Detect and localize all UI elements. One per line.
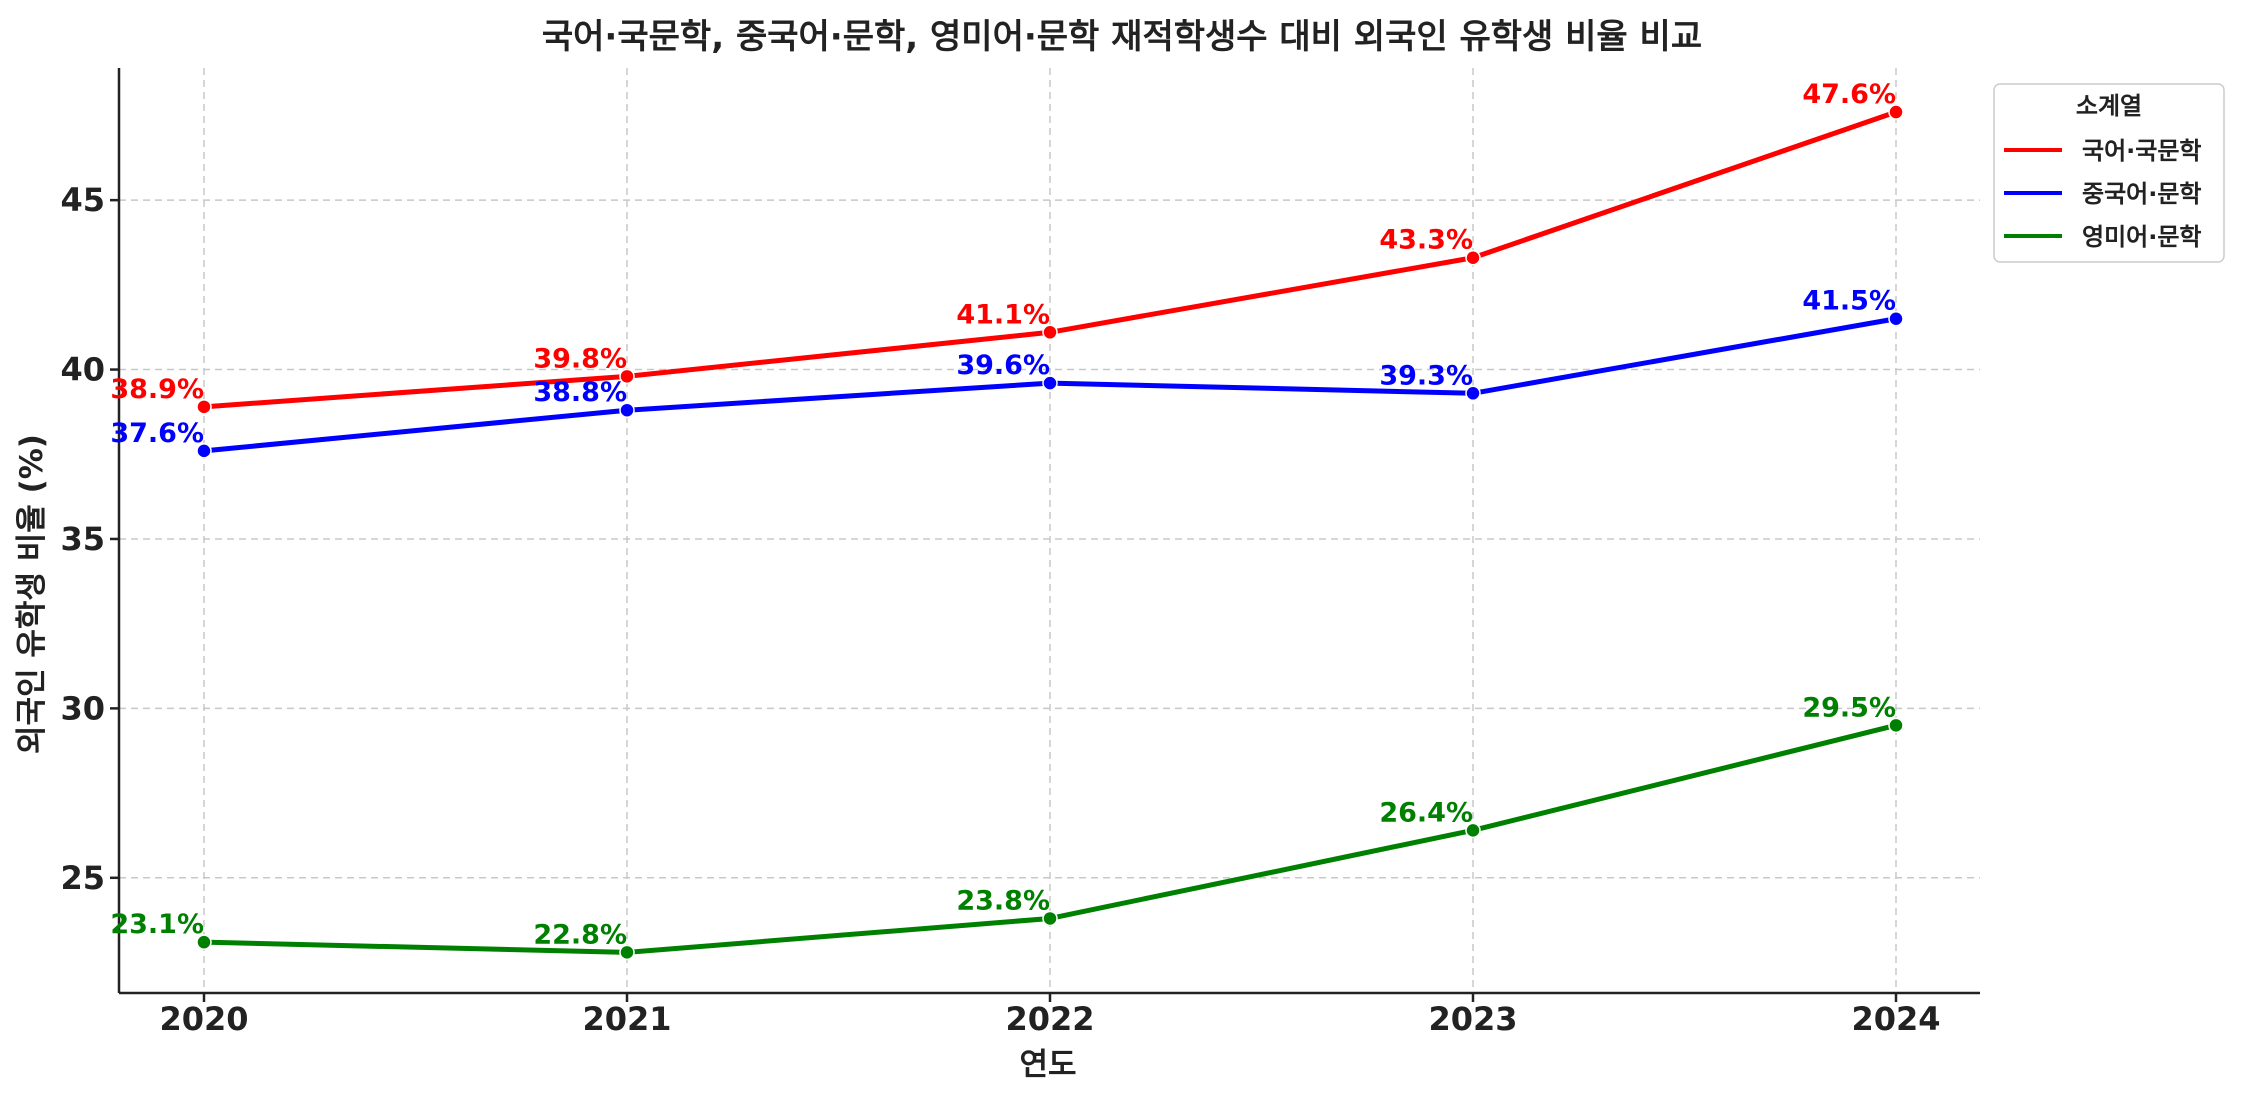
axes: 2020 2021 2022 2023 2024 25 30 35 40 45 — [60, 68, 1980, 1038]
data-label: 23.8% — [956, 885, 1050, 916]
data-label: 23.1% — [110, 909, 204, 940]
data-point — [1465, 385, 1481, 402]
y-tick-label: 45 — [60, 181, 105, 219]
legend-entry: 국어·국문학 — [2082, 137, 2202, 165]
x-tick-label: 2022 — [1005, 1000, 1094, 1038]
data-point — [1042, 324, 1058, 341]
data-point — [1888, 717, 1904, 734]
x-axis-title: 연도 — [1019, 1047, 1076, 1083]
data-label: 38.9% — [110, 374, 204, 405]
data-point — [196, 934, 212, 950]
data-label: 26.4% — [1379, 797, 1473, 828]
x-tick-label: 2021 — [582, 1000, 671, 1038]
data-label: 39.8% — [533, 343, 627, 374]
data-label: 41.1% — [956, 299, 1050, 330]
data-point — [196, 399, 212, 415]
legend-entry: 영미어·문학 — [2082, 223, 2202, 251]
chart-title: 국어·국문학, 중국어·문학, 영미어·문학 재적학생수 대비 외국인 유학생 … — [542, 17, 1702, 57]
y-tick-label: 35 — [60, 520, 105, 558]
y-tick-label: 30 — [60, 689, 105, 727]
data-point — [1465, 822, 1481, 839]
data-label: 39.3% — [1379, 360, 1473, 391]
data-label: 43.3% — [1379, 225, 1473, 256]
grid — [119, 68, 1980, 993]
data-label: 29.5% — [1802, 692, 1896, 723]
data-label: 39.6% — [956, 350, 1050, 381]
x-tick-label: 2020 — [159, 1000, 248, 1038]
data-point — [196, 443, 212, 459]
data-point — [1465, 249, 1481, 266]
data-label: 38.8% — [533, 377, 627, 408]
legend-title: 소계열 — [2076, 92, 2142, 120]
x-tick-label: 2023 — [1428, 1000, 1517, 1038]
data-label: 41.5% — [1802, 286, 1896, 317]
data-point — [1042, 375, 1058, 391]
data-point — [619, 402, 635, 418]
legend-entry: 중국어·문학 — [2082, 180, 2202, 208]
y-tick-label: 40 — [60, 351, 105, 389]
data-label: 47.6% — [1802, 79, 1896, 110]
data-point — [1888, 310, 1904, 327]
data-point — [619, 944, 635, 961]
data-point — [1888, 104, 1904, 120]
data-point — [619, 368, 635, 385]
data-label: 37.6% — [110, 418, 204, 449]
y-tick-label: 25 — [60, 859, 105, 897]
data-labels: 38.9% 39.8% 41.1% 43.3% 47.6% 37.6% 38.8% 39.6%… — [110, 79, 1896, 950]
data-point — [1042, 910, 1058, 927]
x-tick-label: 2024 — [1851, 1000, 1940, 1038]
y-axis-title: 외국인 유학생 비율 (%) — [14, 434, 50, 754]
data-label: 22.8% — [533, 919, 627, 950]
series-layer — [196, 104, 1904, 961]
legend-frame — [1993, 83, 2225, 263]
